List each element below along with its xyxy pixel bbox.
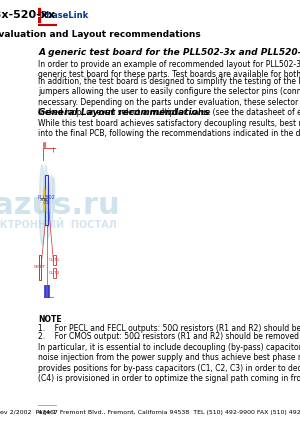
Bar [47, 285, 48, 297]
Text: OUT2: OUT2 [49, 271, 60, 275]
Text: Rev 2/2002  Page 1: Rev 2/2002 Page 1 [0, 410, 56, 415]
Text: PLL502
-3x: PLL502 -3x [38, 195, 56, 205]
Text: While this test board achieves satisfactory decoupling results, best results are: While this test board achieves satisfact… [38, 119, 300, 139]
Text: 47467 Fremont Blvd., Fremont, California 94538  TEL (510) 492-9900 FAX (510) 492: 47467 Fremont Blvd., Fremont, California… [38, 410, 300, 415]
FancyBboxPatch shape [38, 8, 40, 22]
Text: XTAL: XTAL [40, 198, 49, 202]
Text: General Layout recommendations: General Layout recommendations [38, 108, 210, 117]
Circle shape [44, 188, 45, 212]
Circle shape [40, 165, 45, 245]
Text: 1.    For PECL and FECL outputs: 50Ω resistors (R1 and R2) should be installed.: 1. For PECL and FECL outputs: 50Ω resist… [38, 324, 300, 333]
Bar [53, 255, 56, 265]
Bar [44, 142, 45, 147]
Circle shape [44, 165, 48, 225]
Text: Test Board for chip evaluation and Layout recommendations: Test Board for chip evaluation and Layou… [0, 29, 201, 39]
Text: 2.    For CMOS output: 50Ω resistors (R1 and R2) should be removed.: 2. For CMOS output: 50Ω resistors (R1 an… [38, 332, 300, 341]
Circle shape [50, 175, 53, 225]
Text: In order to provide an example of recommended layout for PLL502-3x and PLL520-xx: In order to provide an example of recomm… [38, 60, 300, 79]
Text: A generic test board for the PLL502-3x and PLL520-0x/-1x/-2x/-3x/-4x/-7x: A generic test board for the PLL502-3x a… [38, 48, 300, 57]
Text: TB502-3x-520-xx: TB502-3x-520-xx [0, 10, 56, 20]
Text: PLL: PLL [32, 12, 45, 18]
Text: PhaseLink: PhaseLink [40, 11, 88, 20]
Bar [45, 285, 46, 297]
Bar [45, 175, 48, 225]
Text: ЭЛЕКТРОННЫЙ  ПОСТАЛ: ЭЛЕКТРОННЫЙ ПОСТАЛ [0, 220, 116, 230]
Circle shape [53, 177, 55, 213]
Circle shape [47, 182, 50, 238]
Text: NOTE: NOTE [38, 315, 62, 324]
Text: In particular, it is essential to include decoupling (by-pass) capacitors as clo: In particular, it is essential to includ… [38, 343, 300, 383]
Bar [39, 255, 41, 280]
Text: OUT1: OUT1 [49, 258, 60, 262]
Bar [44, 285, 45, 297]
Text: INPUT: INPUT [34, 265, 46, 269]
Bar [48, 285, 49, 297]
Text: kazus.ru: kazus.ru [0, 190, 121, 219]
Text: In addition, the test board is designed to simplify the testing of the PLL502-3x: In addition, the test board is designed … [38, 77, 300, 117]
Bar [53, 268, 56, 278]
